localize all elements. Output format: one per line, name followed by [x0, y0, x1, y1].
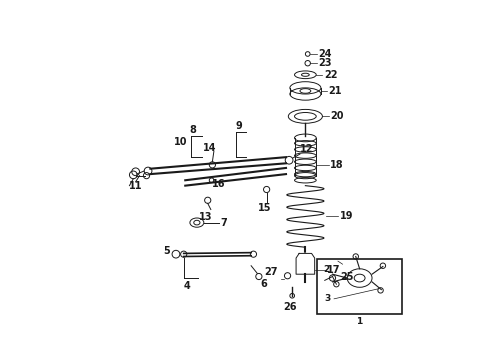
Text: 25: 25: [340, 271, 354, 282]
Text: 15: 15: [258, 203, 272, 213]
Text: 11: 11: [129, 181, 143, 191]
Text: 13: 13: [199, 212, 213, 222]
Text: 26: 26: [283, 302, 296, 311]
Text: 23: 23: [318, 58, 332, 68]
Text: 9: 9: [235, 121, 242, 131]
Text: 21: 21: [329, 86, 342, 96]
Text: 24: 24: [318, 49, 332, 59]
Text: 14: 14: [203, 143, 217, 153]
Text: 20: 20: [330, 111, 343, 121]
Polygon shape: [296, 253, 315, 274]
Text: 1: 1: [357, 318, 363, 327]
Text: 7: 7: [220, 217, 227, 228]
Text: 3: 3: [325, 294, 331, 303]
Text: 4: 4: [183, 281, 190, 291]
Text: 18: 18: [330, 160, 344, 170]
Text: 19: 19: [340, 211, 353, 221]
Text: 10: 10: [174, 137, 188, 147]
Text: 22: 22: [324, 70, 338, 80]
Text: 6: 6: [260, 279, 267, 289]
Text: 16: 16: [212, 179, 226, 189]
Text: 5: 5: [164, 246, 171, 256]
Bar: [317, 259, 402, 314]
Text: 12: 12: [300, 144, 314, 154]
Text: 2: 2: [323, 265, 329, 274]
Text: 27: 27: [264, 267, 278, 277]
Text: 8: 8: [190, 125, 196, 135]
Text: 17: 17: [327, 265, 341, 275]
